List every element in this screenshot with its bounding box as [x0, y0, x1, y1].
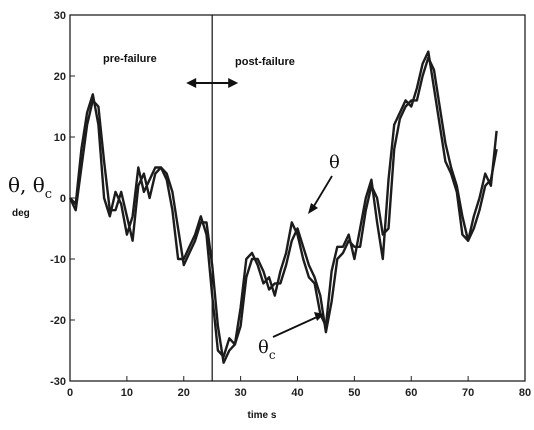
series-lines [68, 50, 498, 364]
y-axis-subscript: c [45, 187, 52, 202]
x-tick-label: 50 [348, 387, 360, 399]
x-axis-label: time s [248, 410, 277, 421]
theta-c-arrow-head [314, 312, 324, 321]
y-tick-label: 10 [54, 132, 66, 144]
series-line-theta [69, 50, 498, 358]
theta-arrow [313, 175, 333, 207]
axis-ticks: 0 10 20 30 40 50 60 70 80 30 20 10 0 -10 -20 -30 [50, 10, 531, 399]
y-tick-label: -20 [50, 315, 66, 327]
x-tick-label: 10 [121, 387, 133, 399]
theta-c-subscript: c [269, 348, 276, 362]
post-failure-label: post-failure [235, 56, 295, 68]
y-tick-label: 0 [60, 193, 66, 205]
y-axis-label: θ, θc [8, 173, 52, 202]
x-tick-label: 70 [462, 387, 474, 399]
x-tick-label: 60 [405, 387, 417, 399]
arrow-right-head [228, 78, 239, 88]
x-tick-label: 80 [519, 387, 531, 399]
arrow-left-head [186, 78, 197, 88]
y-tick-label: -10 [50, 254, 66, 266]
x-tick-label: 30 [235, 387, 247, 399]
theta-c-arrow [272, 316, 318, 338]
x-tick-label: 20 [178, 387, 190, 399]
theta-label: θ [329, 152, 340, 173]
y-tick-label: -30 [50, 376, 66, 388]
y-axis-unit: deg [12, 208, 30, 219]
x-tick-label: 40 [291, 387, 303, 399]
pre-failure-label: pre-failure [103, 53, 157, 65]
theta-c-symbol: θ [258, 337, 269, 358]
theta-arrow-head [308, 203, 318, 214]
x-tick-label: 0 [67, 387, 73, 399]
theta-c-label: θc [258, 337, 276, 362]
series-line-theta-c [68, 56, 498, 364]
y-tick-label: 30 [54, 10, 66, 22]
y-tick-label: 20 [54, 71, 66, 83]
y-axis-symbol: θ, θ [8, 173, 45, 197]
